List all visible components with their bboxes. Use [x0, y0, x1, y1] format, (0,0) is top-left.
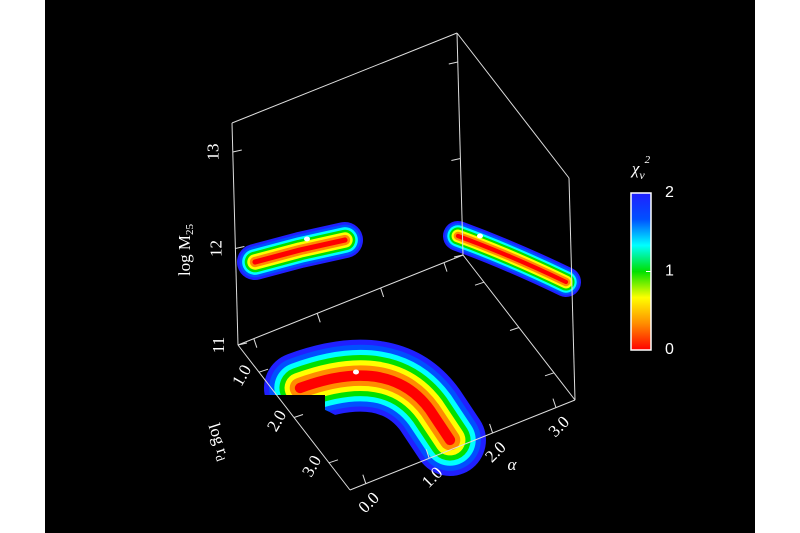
colorbar-tick-label: 0	[665, 341, 674, 358]
best-fit-point	[304, 236, 310, 242]
y-tick	[509, 327, 520, 331]
box-edge	[231, 122, 239, 346]
z-tick-label: 11	[209, 337, 228, 353]
z-axis-label-main: log M	[175, 235, 194, 276]
colorbar-label: χν2	[630, 154, 651, 182]
x-tick	[362, 474, 367, 484]
contour-band	[252, 237, 348, 265]
x-tick	[552, 398, 557, 408]
contour-band	[294, 370, 456, 446]
colorbar-label-main: χ	[630, 159, 640, 178]
y-tick	[544, 372, 555, 377]
y-axis-label-sub: d	[213, 453, 228, 463]
box-edge	[568, 177, 576, 401]
colorbar-tick-label: 1	[665, 263, 674, 280]
contour-regions	[237, 221, 581, 476]
colorbar-label-sub: ν	[639, 168, 645, 182]
x-tick	[425, 449, 430, 459]
z-tick-label: 13	[204, 143, 223, 160]
z-tick-label: 12	[206, 240, 225, 257]
z-tick	[451, 157, 461, 161]
x-tick	[380, 287, 385, 298]
y-tick	[474, 281, 485, 286]
z-tick	[448, 61, 458, 65]
colorbar-tick-label: 2	[665, 184, 674, 201]
box-edge	[456, 32, 570, 179]
best-fit-point	[477, 233, 483, 239]
z-tick	[237, 342, 248, 346]
colorbar-label-sup: 2	[645, 154, 651, 166]
x-tick	[316, 313, 321, 323]
x-axis-label: α	[508, 455, 518, 474]
z-axis-label-sub: 25	[184, 223, 196, 235]
box-edge	[456, 32, 464, 256]
box-edge	[231, 32, 458, 124]
z-tick	[232, 149, 242, 153]
y-tick	[258, 368, 269, 373]
contour-band	[455, 233, 569, 285]
box-edge	[237, 254, 464, 346]
box-edge	[349, 399, 576, 491]
y-tick	[328, 459, 339, 464]
z-tick	[453, 254, 464, 258]
x-tick	[489, 423, 494, 434]
x-tick	[443, 262, 448, 272]
z-tick	[235, 245, 245, 249]
z-axis-label: log M25	[175, 223, 196, 276]
best-fit-point	[353, 369, 359, 375]
y-tick	[293, 414, 304, 418]
x-tick	[253, 338, 258, 348]
